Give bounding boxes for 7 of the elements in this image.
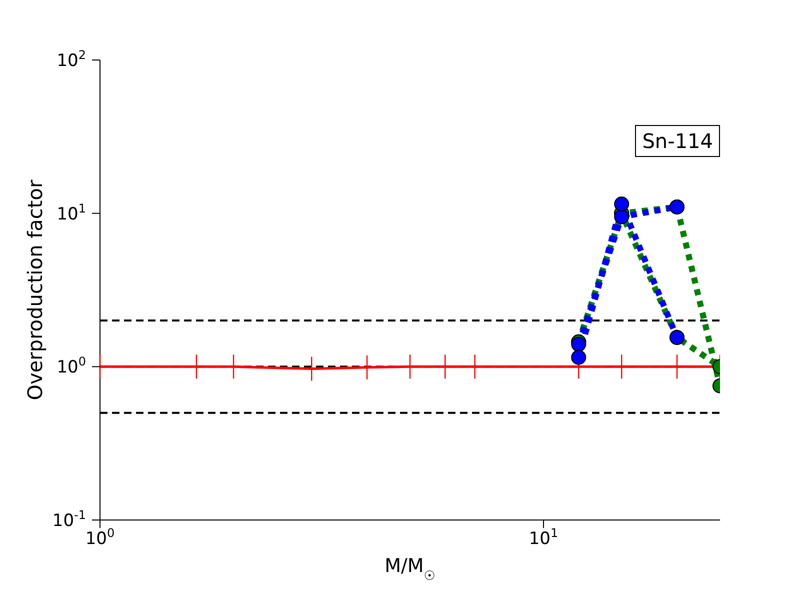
y-tick-label: 10$^{-1}$ — [52, 508, 86, 531]
y-tick-label: 10$^{0}$ — [56, 354, 86, 378]
annotation: Sn-114 — [635, 125, 720, 157]
y-tick-label: 10$^{1}$ — [56, 201, 86, 224]
x-axis-title: M/M$_{☉}$ — [384, 555, 436, 584]
y-axis-title: Overproduction factor — [23, 179, 48, 400]
y-tick-label: 10$^{2}$ — [56, 48, 86, 71]
